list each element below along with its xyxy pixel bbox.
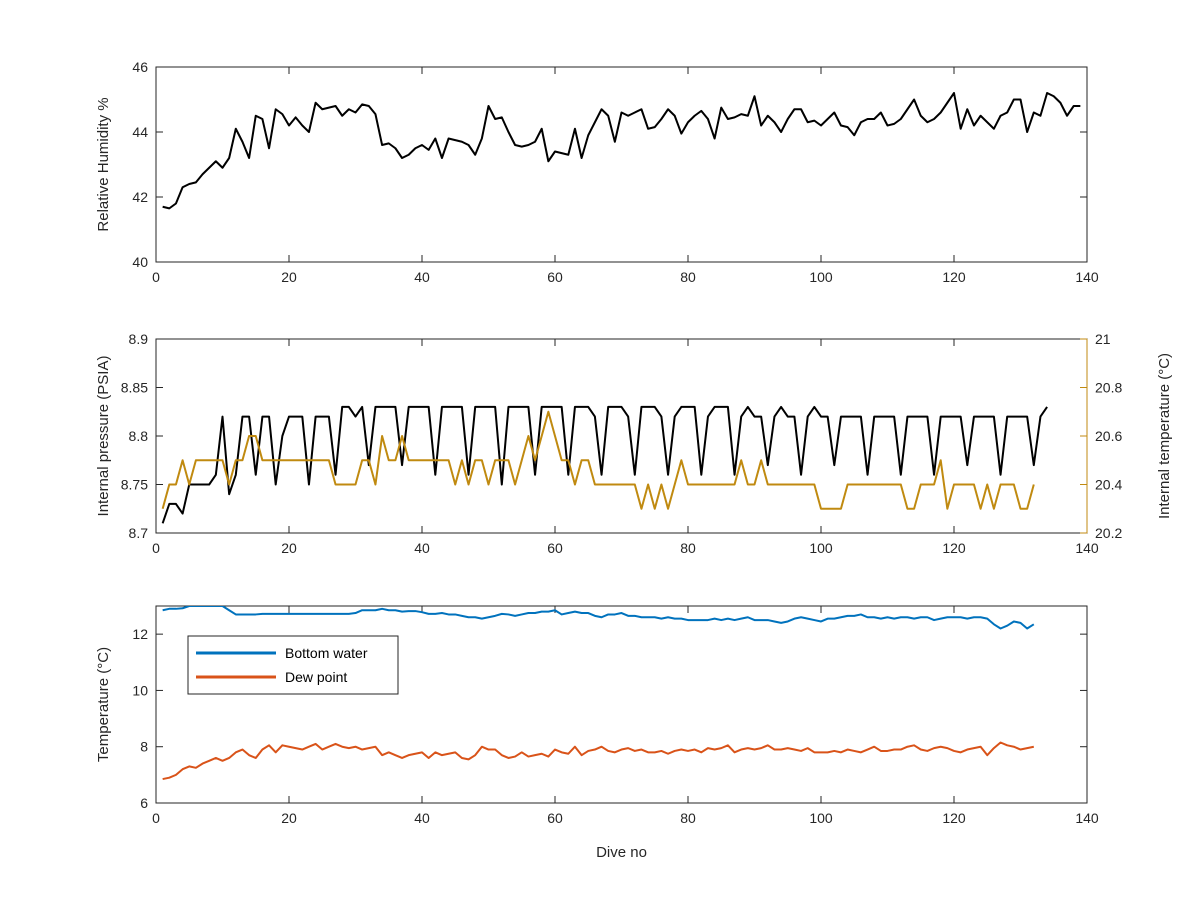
series-dew-point-line (162, 741, 1035, 781)
x-tick-label: 0 (152, 269, 160, 285)
y2-tick-label: 20.8 (1095, 380, 1122, 396)
x-tick-label: 60 (547, 540, 563, 556)
y-tick-label: 10 (132, 682, 148, 698)
x-tick-label: 140 (1075, 810, 1099, 826)
series-bottom-water-line (162, 606, 1035, 630)
y2-tick-label: 20.4 (1095, 477, 1122, 493)
legend-entry: Bottom water (285, 645, 368, 661)
x-tick-label: 140 (1075, 269, 1099, 285)
legend-box (187, 635, 399, 695)
x-tick-label: 120 (942, 540, 966, 556)
y-axis-label: Temperature (°C) (95, 647, 112, 762)
y-axis-label: Relative Humidity % (95, 97, 112, 231)
y2-tick-label: 20.6 (1095, 428, 1122, 444)
x-axis-label: Dive no (596, 844, 647, 861)
x-tick-label: 40 (414, 269, 430, 285)
x-tick-label: 20 (281, 269, 297, 285)
x-tick-label: 40 (414, 810, 430, 826)
x-tick-label: 0 (152, 540, 160, 556)
y-tick-label: 40 (132, 254, 148, 270)
x-tick-label: 100 (809, 540, 833, 556)
y-tick-label: 6 (140, 795, 148, 811)
x-tick-label: 140 (1075, 540, 1099, 556)
y-tick-label: 44 (132, 124, 148, 140)
y-tick-label: 12 (132, 626, 148, 642)
y-tick-label: 8.8 (129, 428, 149, 444)
y-tick-label: 42 (132, 189, 148, 205)
y-tick-label: 8 (140, 739, 148, 755)
series-1-1-line (161, 410, 1035, 510)
x-tick-label: 120 (942, 269, 966, 285)
y2-axis-label: Internal temperature (°C) (1156, 353, 1173, 519)
pressure-temperature-chart: 0 20 40 60 80 100 120 140 8.7 8.75 8.8 8.85 8.9 20.2 2… (95, 331, 1173, 556)
x-tick-label: 60 (547, 810, 563, 826)
humidity-chart: 0 20 40 60 80 100 120 140 40 42 44 46 Relative Humid… (95, 59, 1099, 285)
axes-box (155, 338, 1088, 534)
series-1-0-line (161, 405, 1048, 524)
y-tick-label: 8.9 (129, 331, 149, 347)
legend-entry: Dew point (285, 669, 347, 685)
x-tick-label: 20 (281, 540, 297, 556)
y-axis-label: Internal pressure (PSIA) (95, 356, 112, 517)
x-tick-label: 80 (680, 540, 696, 556)
y-tick-label: 8.7 (129, 525, 149, 541)
x-tick-label: 80 (680, 810, 696, 826)
x-tick-label: 120 (942, 810, 966, 826)
x-tick-label: 20 (281, 810, 297, 826)
x-tick-label: 80 (680, 269, 696, 285)
y-tick-label: 8.85 (121, 380, 148, 396)
x-tick-label: 40 (414, 540, 430, 556)
series-0-0-line (162, 92, 1081, 210)
y2-tick-label: 20.2 (1095, 525, 1122, 541)
x-tick-label: 0 (152, 810, 160, 826)
x-tick-label: 60 (547, 269, 563, 285)
x-tick-label: 100 (809, 810, 833, 826)
x-tick-label: 100 (809, 269, 833, 285)
legend: Bottom water Dew point (187, 635, 399, 695)
temperature-chart: 0 20 40 60 80 100 120 140 6 8 10 12 Temperature (°C)… (95, 605, 1099, 861)
y-tick-label: 8.75 (121, 477, 148, 493)
axes-box (155, 66, 1088, 263)
y2-tick-label: 21 (1095, 331, 1111, 347)
y-tick-label: 46 (132, 59, 148, 75)
